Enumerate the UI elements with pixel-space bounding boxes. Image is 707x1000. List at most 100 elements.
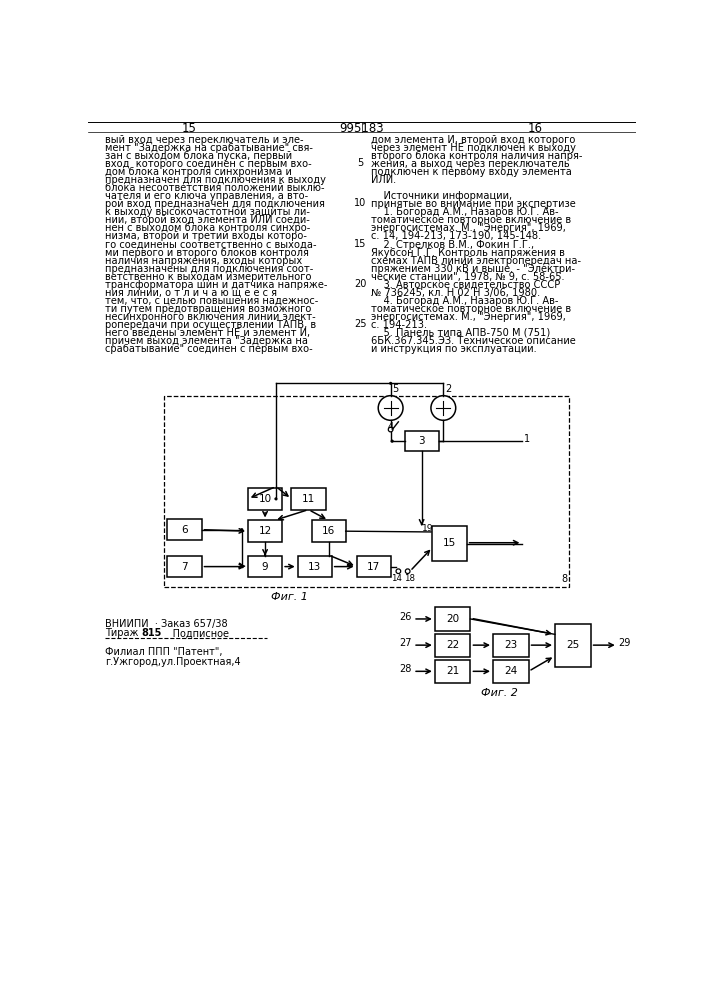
Text: Фиг. 1: Фиг. 1	[271, 592, 308, 602]
Text: вый вход через переключатель и эле-: вый вход через переключатель и эле-	[105, 135, 304, 145]
Text: 22: 22	[446, 640, 460, 650]
Bar	[493, 660, 529, 683]
Text: дом блока контроля синхронизма и: дом блока контроля синхронизма и	[105, 167, 292, 177]
Bar	[248, 520, 282, 542]
Circle shape	[274, 497, 277, 500]
Text: 29: 29	[619, 638, 631, 648]
Text: через элемент НЕ подключен к выходу: через элемент НЕ подключен к выходу	[371, 143, 576, 153]
Text: 12: 12	[259, 526, 271, 536]
Bar	[168, 556, 201, 577]
Text: 15: 15	[354, 239, 367, 249]
Text: 20: 20	[446, 614, 459, 624]
Text: нен с выходом блока контроля синхро-: нен с выходом блока контроля синхро-	[105, 223, 311, 233]
Bar	[435, 660, 470, 683]
Text: зан с выходом блока пуска, первый: зан с выходом блока пуска, первый	[105, 151, 293, 161]
Text: наличия напряжения, входы которых: наличия напряжения, входы которых	[105, 256, 303, 266]
Text: 7: 7	[181, 562, 188, 572]
Text: блока несоответствия положений выклю-: блока несоответствия положений выклю-	[105, 183, 325, 193]
Text: 25: 25	[354, 319, 367, 329]
Text: ВНИИПИ  · Заказ 657/38: ВНИИПИ · Заказ 657/38	[105, 619, 228, 629]
Text: принятые во внимание при экспертизе: принятые во внимание при экспертизе	[371, 199, 576, 209]
Text: чателя и его ключа управления, а вто-: чателя и его ключа управления, а вто-	[105, 191, 309, 201]
Text: 26: 26	[399, 612, 411, 622]
Text: 15: 15	[443, 538, 456, 548]
Text: 25: 25	[566, 640, 579, 650]
Text: го соединены соответственно с выхода-: го соединены соответственно с выхода-	[105, 240, 317, 250]
Text: 995183: 995183	[339, 122, 385, 135]
Text: 10: 10	[354, 198, 366, 208]
Text: 6: 6	[181, 525, 188, 535]
Circle shape	[396, 569, 401, 574]
Text: 10: 10	[259, 494, 271, 504]
Text: пряжением 330 кВ и выше. - "Электри-: пряжением 330 кВ и выше. - "Электри-	[371, 264, 575, 274]
Text: предназначен для подключения к выходу: предназначен для подключения к выходу	[105, 175, 327, 185]
Circle shape	[389, 382, 392, 385]
Text: 20: 20	[354, 279, 367, 289]
Text: 23: 23	[504, 640, 518, 650]
Text: 19: 19	[421, 524, 433, 533]
Text: г.Ужгород,ул.Проектная,4: г.Ужгород,ул.Проектная,4	[105, 657, 241, 667]
Bar	[555, 624, 590, 667]
Text: подключен к первому входу элемента: подключен к первому входу элемента	[371, 167, 572, 177]
Text: Якубсон Г.Г. Контроль напряжения в: Якубсон Г.Г. Контроль напряжения в	[371, 248, 565, 258]
Text: ветственно к выходам измерительного: ветственно к выходам измерительного	[105, 272, 312, 282]
Text: ИЛИ.: ИЛИ.	[371, 175, 397, 185]
Text: 5. Панель типа АПВ-750 М (751): 5. Панель типа АПВ-750 М (751)	[371, 328, 551, 338]
Text: несинхронного включения линии элект-: несинхронного включения линии элект-	[105, 312, 316, 322]
Bar	[433, 526, 467, 561]
Text: ческие станции", 1978, № 9, с. 58-65.: ческие станции", 1978, № 9, с. 58-65.	[371, 272, 565, 282]
Text: мент "Задержка на срабатывание" свя-: мент "Задержка на срабатывание" свя-	[105, 143, 313, 153]
Text: нии, второй вход элемента ИЛИ соеди-: нии, второй вход элемента ИЛИ соеди-	[105, 215, 310, 225]
Text: с. 194-213.: с. 194-213.	[371, 320, 427, 330]
Text: предназначены для подключения соот-: предназначены для подключения соот-	[105, 264, 314, 274]
Bar	[493, 634, 529, 657]
Text: вход  которого соединен с первым вхо-: вход которого соединен с первым вхо-	[105, 159, 312, 169]
Text: энергосистемах. М., "Энергия", 1969,: энергосистемах. М., "Энергия", 1969,	[371, 223, 566, 233]
Circle shape	[378, 396, 403, 420]
Text: с. 14, 194-213, 173-190, 145-148.: с. 14, 194-213, 173-190, 145-148.	[371, 231, 542, 241]
Circle shape	[405, 569, 410, 574]
Text: рой вход предназначен для подключения: рой вход предназначен для подключения	[105, 199, 325, 209]
Text: ми первого и второго блоков контроля: ми первого и второго блоков контроля	[105, 248, 309, 258]
Text: томатическое повторное включение в: томатическое повторное включение в	[371, 215, 571, 225]
Text: энергосистемах. М., "Энергия", 1969,: энергосистемах. М., "Энергия", 1969,	[371, 312, 566, 322]
Text: 2. Стрелков В.М., Фокин Г.Г.,: 2. Стрелков В.М., Фокин Г.Г.,	[371, 240, 534, 250]
Text: схемах ТАПВ линий электропередач на-: схемах ТАПВ линий электропередач на-	[371, 256, 581, 266]
Text: тем, что, с целью повышения надежнос-: тем, что, с целью повышения надежнос-	[105, 296, 319, 306]
Text: 5: 5	[392, 384, 399, 394]
Bar	[168, 519, 201, 540]
Text: жения, а выход через переключатель: жения, а выход через переключатель	[371, 159, 570, 169]
Text: 3. Авторское свидетельство СССР: 3. Авторское свидетельство СССР	[371, 280, 561, 290]
Text: 18: 18	[404, 574, 415, 583]
Text: 815: 815	[141, 628, 161, 638]
Bar	[404, 431, 438, 451]
Text: 24: 24	[504, 666, 518, 676]
Text: Подписное: Подписное	[156, 628, 228, 638]
Text: ния линии, о т л и ч а ю щ е е с я: ния линии, о т л и ч а ю щ е е с я	[105, 288, 277, 298]
Text: Источники информации,: Источники информации,	[371, 191, 513, 201]
Bar	[435, 634, 470, 657]
Text: срабатывание" соединен с первым вхо-: срабатывание" соединен с первым вхо-	[105, 344, 313, 354]
Bar	[248, 488, 282, 510]
Text: 3: 3	[419, 436, 425, 446]
Text: второго блока контроля наличия напря-: второго блока контроля наличия напря-	[371, 151, 583, 161]
Text: Тираж: Тираж	[105, 628, 142, 638]
Text: 15: 15	[182, 122, 197, 135]
Text: 1. Богорад А.М., Назаров Ю.Г. Ав-: 1. Богорад А.М., Назаров Ю.Г. Ав-	[371, 207, 559, 217]
Bar	[291, 488, 325, 510]
Text: низма, второй и третий входы которо-: низма, второй и третий входы которо-	[105, 231, 308, 241]
Text: дом элемента И, второй вход которого: дом элемента И, второй вход которого	[371, 135, 575, 145]
Text: 4: 4	[387, 422, 394, 432]
Text: трансформатора шин и датчика напряже-: трансформатора шин и датчика напряже-	[105, 280, 328, 290]
Bar	[298, 556, 332, 577]
Text: 2: 2	[445, 384, 451, 394]
Text: ти путем предотвращения возможного: ти путем предотвращения возможного	[105, 304, 312, 314]
Text: 28: 28	[399, 664, 411, 674]
Text: 4. Богорад А.М., Назаров Ю.Г. Ав-: 4. Богорад А.М., Назаров Ю.Г. Ав-	[371, 296, 559, 306]
Circle shape	[388, 427, 393, 432]
Text: 17: 17	[367, 562, 380, 572]
Text: Филиал ППП "Патент",: Филиал ППП "Патент",	[105, 647, 223, 657]
Text: 27: 27	[399, 638, 411, 648]
Text: 16: 16	[528, 122, 543, 135]
Text: к выходу высокочастотной защиты ли-: к выходу высокочастотной защиты ли-	[105, 207, 310, 217]
